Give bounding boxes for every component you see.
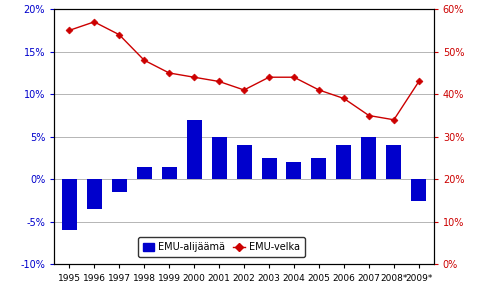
Bar — [137, 167, 152, 179]
Legend: EMU-alijäämä, EMU-velka: EMU-alijäämä, EMU-velka — [138, 237, 305, 257]
Bar — [336, 145, 352, 179]
Bar — [237, 145, 251, 179]
Bar — [312, 158, 326, 179]
Bar — [87, 179, 102, 209]
Bar — [361, 137, 376, 179]
Bar — [162, 167, 176, 179]
Bar — [261, 158, 277, 179]
Bar — [286, 162, 302, 179]
Bar — [112, 179, 127, 192]
Bar — [387, 145, 401, 179]
Bar — [62, 179, 77, 230]
Bar — [411, 179, 426, 201]
Bar — [186, 120, 202, 179]
Bar — [211, 137, 227, 179]
